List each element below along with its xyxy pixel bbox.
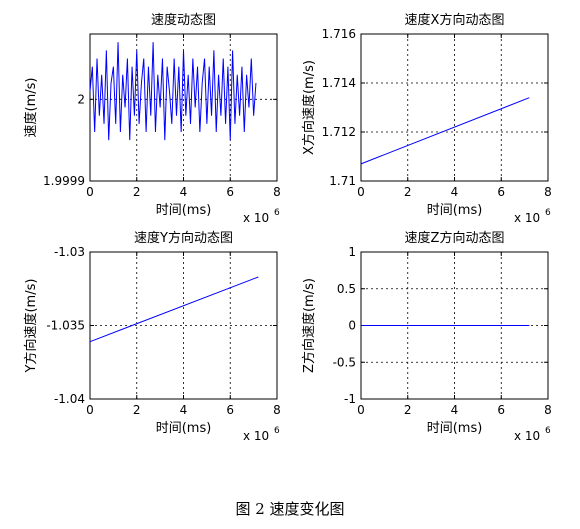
x-tick-label: 2 <box>404 403 412 417</box>
x-tick-label: 8 <box>273 403 281 417</box>
x-tick-label: 2 <box>133 403 141 417</box>
y-tick-label: -1.03 <box>54 245 85 259</box>
chart-title: 速度Y方向动态图 <box>134 230 233 246</box>
x-tick-label: 8 <box>544 403 552 417</box>
x-tick-label: 8 <box>273 185 281 199</box>
series-line <box>89 276 259 343</box>
y-tick-label: -1.035 <box>46 319 85 333</box>
series-line <box>360 97 530 165</box>
x-exponent-label: x 10 <box>514 211 540 225</box>
x-axis-label: 时间(ms) <box>427 421 483 436</box>
series-line <box>89 42 257 141</box>
x-axis-label: 时间(ms) <box>156 421 212 436</box>
chart-title: 速度Z方向动态图 <box>405 230 505 246</box>
x-tick-label: 6 <box>226 185 234 199</box>
x-exponent-power: 6 <box>545 426 551 436</box>
x-tick-label: 8 <box>544 185 552 199</box>
y-axis-label: Y方向速度(m/s) <box>23 279 39 374</box>
figure-caption: 图 2 速度变化图 <box>235 500 345 518</box>
y-axis-label: X方向速度(m/s) <box>301 60 317 155</box>
y-tick-label: 0.5 <box>337 282 356 296</box>
x-tick-label: 4 <box>451 403 459 417</box>
y-tick-label: 1.712 <box>322 125 356 139</box>
x-tick-label: 4 <box>180 403 188 417</box>
y-tick-label: 1 <box>348 245 356 259</box>
x-tick-label: 6 <box>497 185 505 199</box>
y-axis-label: Z方向速度(m/s) <box>301 278 317 373</box>
chart-title: 速度动态图 <box>151 12 216 28</box>
x-exponent-power: 6 <box>545 208 551 218</box>
x-exponent-label: x 10 <box>514 429 540 443</box>
y-tick-label: 1.9999 <box>43 174 85 188</box>
x-exponent-power: 6 <box>274 426 280 436</box>
x-tick-label: 0 <box>86 185 94 199</box>
y-tick-label: -0.5 <box>333 355 356 369</box>
y-tick-label: 1.71 <box>329 174 356 188</box>
y-tick-label: -1 <box>344 392 356 406</box>
x-exponent-label: x 10 <box>243 429 269 443</box>
plot-area <box>360 33 549 182</box>
y-tick-label: 1.714 <box>322 76 356 90</box>
y-tick-label: 0 <box>348 319 356 333</box>
x-tick-label: 2 <box>404 185 412 199</box>
y-tick-label: 1.716 <box>322 27 356 41</box>
x-tick-label: 6 <box>497 403 505 417</box>
x-tick-label: 6 <box>226 403 234 417</box>
y-tick-label: -1.04 <box>54 392 85 406</box>
x-tick-label: 4 <box>180 185 188 199</box>
chart-title: 速度X方向动态图 <box>405 12 505 28</box>
x-tick-label: 2 <box>133 185 141 199</box>
x-tick-label: 0 <box>86 403 94 417</box>
plot-area <box>89 251 278 400</box>
y-tick-label: 2 <box>77 92 85 106</box>
x-tick-label: 4 <box>451 185 459 199</box>
x-axis-label: 时间(ms) <box>427 203 483 218</box>
x-exponent-label: x 10 <box>243 211 269 225</box>
y-axis-label: 速度(m/s) <box>23 78 39 138</box>
x-tick-label: 0 <box>357 185 365 199</box>
x-tick-label: 0 <box>357 403 365 417</box>
x-exponent-power: 6 <box>274 208 280 218</box>
x-axis-label: 时间(ms) <box>156 203 212 218</box>
